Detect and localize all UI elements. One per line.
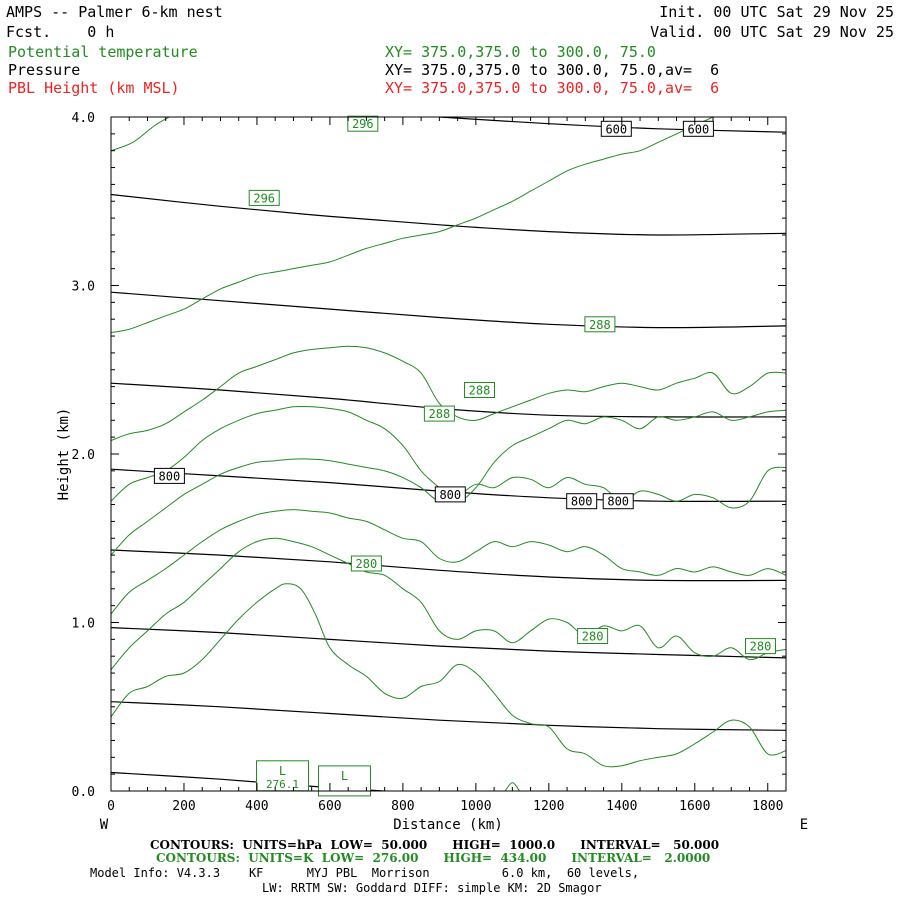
x-tick-label-3: 600 (318, 799, 341, 814)
pressure-contour-7 (111, 193, 786, 236)
x-tick-label-9: 1800 (752, 799, 783, 814)
header-title: AMPS -- Palmer 6-km nest (6, 3, 223, 21)
axes: 0 200 400 600 800 1000 1200 1400 1600 1800 0.0 1.0 2… (72, 111, 787, 814)
x-tick-label-6: 1200 (533, 799, 564, 814)
x-tick-label-2: 400 (245, 799, 268, 814)
field-pbl-name: PBL Height (km MSL) (8, 79, 180, 97)
x-tick-label-8: 1600 (679, 799, 710, 814)
pressure-label-3-box (434, 486, 466, 503)
x-tick-label-5: 1000 (460, 799, 491, 814)
theta-label-0-box (347, 115, 379, 132)
pressure-label-0-box (600, 120, 632, 137)
footer-theta-contours: CONTOURS: UNITS=K LOW= 276.00 HIGH= 434.… (156, 851, 711, 865)
theta-contour-2 (111, 537, 786, 671)
low-marker-value-0: 276.1 (266, 778, 299, 791)
y-axis-label: Height (km) (56, 408, 72, 501)
low-marker-1: L (341, 769, 348, 783)
pressure-label-1: 600 (688, 122, 710, 136)
theta-contour-1 (111, 583, 786, 768)
pressure-label-2: 800 (159, 469, 181, 483)
theta-label-3: 288 (469, 384, 491, 398)
x-tick-label-4: 800 (391, 799, 414, 814)
field-pressure-name: Pressure (8, 61, 81, 79)
low-marker-box-0 (256, 760, 309, 792)
pressure-label-2-box (153, 467, 185, 484)
x-left-label: W (100, 817, 109, 833)
footer-model-info: Model Info: V4.3.3 KF MYJ PBL Morrison 6… (90, 866, 640, 880)
theta-label-7: 280 (750, 640, 772, 654)
pressure-contour-8 (428, 117, 786, 133)
theta-label-5: 280 (356, 557, 378, 571)
field-theta-xy: XY= 375.0,375.0 to 300.0, 75.0 (385, 43, 656, 61)
pressure-label-5: 800 (607, 495, 629, 509)
contour-labels: 296 296 288 288 288 280 280 280 600 600 800 800 800 8… (153, 115, 776, 797)
theta-label-4: 288 (429, 407, 451, 421)
field-theta-name: Potential temperature (8, 43, 198, 61)
pressure-contour-2 (111, 627, 786, 659)
y-tick-label-3: 3.0 (72, 280, 95, 295)
plot-frame (110, 116, 787, 792)
pressure-contour-6 (111, 291, 786, 329)
theta-label-2-box (584, 316, 616, 333)
theta-label-1-box (248, 189, 280, 206)
pressure-label-3: 800 (439, 488, 461, 502)
theta-label-5-box (350, 555, 382, 572)
theta-contour-3 (111, 509, 786, 615)
theta-label-6: 280 (582, 630, 604, 644)
field-pressure-xy: XY= 375.0,375.0 to 300.0, 75.0,av= 6 (385, 61, 720, 79)
y-tick-label-1: 1.0 (72, 617, 95, 632)
theta-contour-6 (111, 345, 786, 441)
header-fcst: Fcst. 0 h (6, 23, 115, 41)
pressure-label-4: 800 (571, 495, 593, 509)
y-tick-label-0: 0.0 (72, 785, 95, 800)
theta-contour-4 (111, 458, 786, 556)
pressure-contours (111, 117, 786, 791)
x-axis-label: Distance (km) (393, 817, 503, 833)
pressure-contour-0 (111, 771, 393, 791)
x-tick-label-7: 1400 (606, 799, 637, 814)
y-tick-label-2: 2.0 (72, 448, 95, 463)
theta-contour-0 (504, 782, 521, 791)
pressure-label-4-box (566, 493, 598, 510)
low-marker-0: L (279, 764, 286, 778)
pressure-label-0: 600 (605, 122, 627, 136)
theta-contour-8 (111, 117, 171, 152)
x-tick-label-0: 0 (107, 799, 115, 814)
footer-physics: LW: RRTM SW: Goddard DIFF: simple KM: 2D… (262, 881, 602, 895)
theta-contour-7 (111, 117, 715, 334)
theta-label-6-box (577, 628, 609, 644)
y-tick-label-4: 4.0 (72, 111, 95, 126)
pressure-contour-1 (111, 701, 786, 731)
theta-label-1: 296 (253, 191, 275, 205)
theta-label-0: 296 (352, 117, 374, 131)
footer-pressure-contours: CONTOURS: UNITS=hPa LOW= 50.000 HIGH= 10… (150, 838, 720, 852)
theta-label-4-box (423, 405, 455, 422)
header-init: Init. 00 UTC Sat 29 Nov 25 (659, 3, 894, 21)
pressure-contour-3 (111, 549, 786, 582)
theta-label-2: 288 (589, 318, 611, 332)
x-right-label: E (800, 817, 808, 833)
header-valid: Valid. 00 UTC Sat 29 Nov 25 (650, 23, 894, 41)
pressure-label-1-box (682, 120, 714, 137)
field-pbl-xy: XY= 375.0,375.0 to 300.0, 75.0,av= 6 (385, 79, 720, 97)
theta-label-3-box (464, 382, 495, 398)
theta-label-7-box (745, 638, 776, 655)
pressure-label-5-box (602, 493, 634, 510)
x-tick-label-1: 200 (172, 799, 195, 814)
